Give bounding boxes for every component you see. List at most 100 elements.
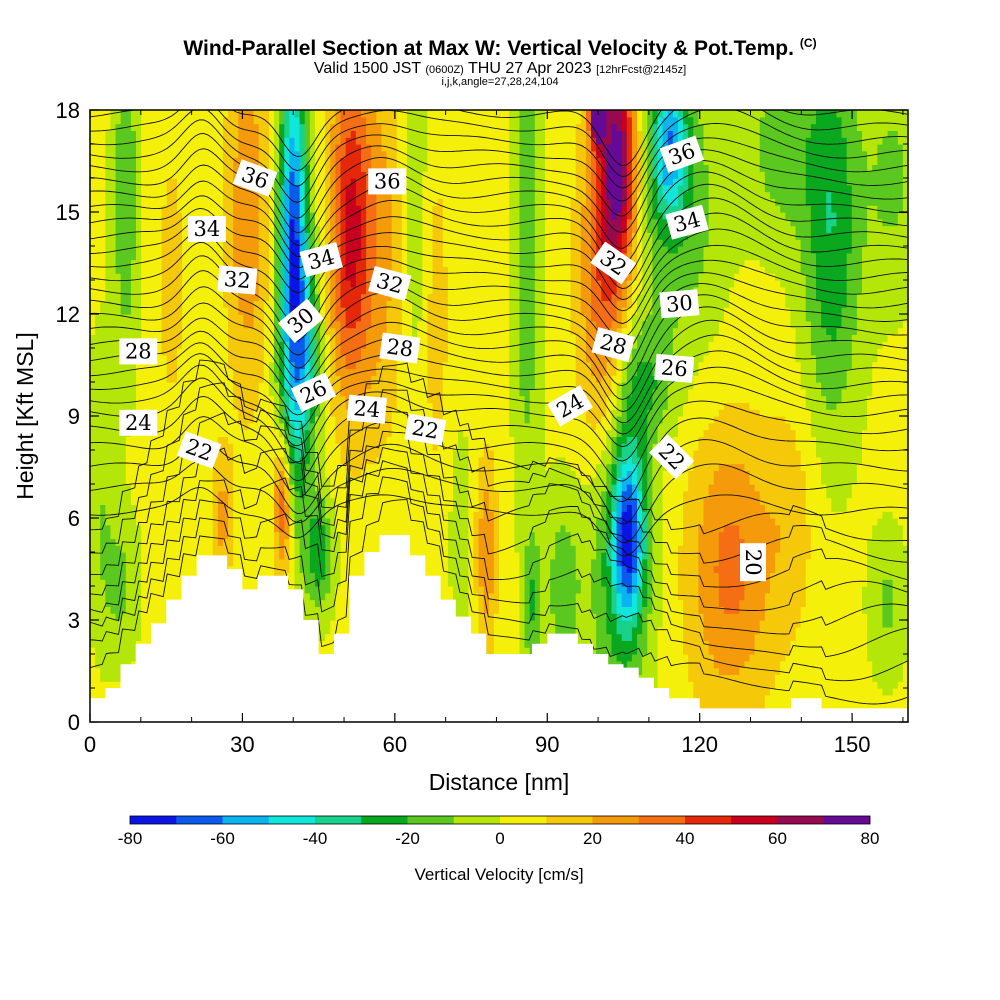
velocity-cell bbox=[136, 626, 142, 635]
velocity-cell bbox=[657, 626, 664, 635]
velocity-cell bbox=[539, 599, 546, 607]
velocity-cell bbox=[539, 545, 546, 553]
velocity-cell bbox=[647, 545, 653, 553]
velocity-cell bbox=[120, 524, 127, 533]
velocity-cell bbox=[780, 654, 786, 662]
velocity-cell bbox=[330, 599, 336, 607]
velocity-cell bbox=[560, 579, 567, 587]
velocity-cell bbox=[892, 633, 899, 641]
velocity-cell bbox=[509, 592, 515, 601]
velocity-cell bbox=[514, 518, 521, 526]
velocity-cell bbox=[626, 613, 633, 621]
velocity-cell bbox=[166, 504, 173, 512]
velocity-cell bbox=[810, 647, 817, 655]
velocity-cell bbox=[417, 545, 423, 553]
velocity-cell bbox=[631, 545, 638, 553]
velocity-cell bbox=[504, 558, 510, 567]
velocity-cell bbox=[616, 633, 623, 641]
velocity-cell bbox=[325, 620, 331, 628]
velocity-cell bbox=[703, 667, 710, 675]
velocity-cell bbox=[427, 545, 434, 553]
velocity-cell bbox=[897, 531, 904, 539]
velocity-cell bbox=[100, 688, 106, 696]
velocity-cell bbox=[897, 552, 904, 560]
velocity-cell bbox=[468, 579, 475, 587]
velocity-cell bbox=[524, 586, 531, 594]
velocity-cell bbox=[146, 545, 152, 553]
velocity-cell bbox=[499, 633, 505, 641]
velocity-cell bbox=[212, 518, 219, 526]
velocity-cell bbox=[340, 545, 347, 553]
velocity-cell bbox=[657, 681, 664, 689]
velocity-cell bbox=[304, 518, 311, 526]
velocity-cell bbox=[867, 626, 873, 635]
velocity-cell bbox=[176, 579, 183, 587]
velocity-cell bbox=[846, 667, 853, 675]
velocity-cell bbox=[693, 606, 699, 614]
velocity-cell bbox=[902, 620, 908, 628]
velocity-cell bbox=[284, 558, 290, 567]
velocity-cell bbox=[713, 694, 720, 703]
velocity-cell bbox=[268, 565, 275, 573]
velocity-cell bbox=[601, 647, 607, 655]
velocity-cell bbox=[856, 586, 863, 594]
velocity-cell bbox=[452, 579, 459, 587]
velocity-cell bbox=[274, 524, 280, 533]
velocity-cell bbox=[596, 647, 602, 655]
velocity-cell bbox=[769, 552, 776, 560]
velocity-cell bbox=[95, 545, 101, 553]
velocity-cell bbox=[555, 572, 561, 580]
velocity-cell bbox=[550, 592, 556, 601]
velocity-cell bbox=[887, 647, 894, 655]
velocity-cell bbox=[652, 572, 659, 580]
velocity-cell bbox=[463, 531, 469, 539]
velocity-cell bbox=[769, 620, 776, 628]
velocity-cell bbox=[125, 531, 132, 539]
velocity-cell bbox=[831, 647, 838, 655]
velocity-cell bbox=[693, 640, 699, 648]
velocity-cell bbox=[545, 531, 551, 539]
velocity-cell bbox=[253, 518, 260, 526]
velocity-cell bbox=[591, 633, 597, 641]
velocity-cell bbox=[294, 572, 301, 580]
velocity-cell bbox=[591, 647, 597, 655]
section-info: i,j,k,angle=27,28,24,104 bbox=[441, 76, 559, 88]
velocity-cell bbox=[723, 654, 730, 662]
velocity-cell bbox=[897, 524, 904, 533]
velocity-cell bbox=[166, 545, 173, 553]
velocity-cell bbox=[703, 647, 710, 655]
velocity-cell bbox=[667, 688, 674, 696]
velocity-cell bbox=[596, 518, 602, 526]
velocity-cell bbox=[846, 681, 853, 689]
velocity-cell bbox=[683, 518, 689, 526]
velocity-cell bbox=[667, 518, 674, 526]
velocity-cell bbox=[713, 681, 720, 689]
velocity-cell bbox=[713, 524, 720, 533]
velocity-cell bbox=[856, 647, 863, 655]
velocity-cell bbox=[550, 565, 556, 573]
velocity-cell bbox=[95, 654, 101, 662]
velocity-cell bbox=[672, 511, 679, 519]
velocity-cell bbox=[514, 613, 521, 621]
velocity-cell bbox=[335, 599, 342, 607]
velocity-cell bbox=[637, 518, 643, 526]
velocity-cell bbox=[560, 545, 567, 553]
velocity-cell bbox=[355, 565, 362, 573]
velocity-cell bbox=[739, 620, 745, 628]
velocity-cell bbox=[764, 674, 771, 682]
velocity-cell bbox=[360, 531, 367, 539]
velocity-cell bbox=[550, 545, 556, 553]
velocity-cell bbox=[555, 565, 561, 573]
velocity-cell bbox=[197, 511, 204, 519]
velocity-cell bbox=[698, 545, 705, 553]
velocity-cell bbox=[657, 592, 664, 601]
velocity-cell bbox=[780, 511, 786, 519]
velocity-cell bbox=[335, 565, 342, 573]
velocity-cell bbox=[790, 674, 797, 682]
velocity-cell bbox=[335, 511, 342, 519]
velocity-cell bbox=[882, 565, 889, 573]
velocity-cell bbox=[95, 667, 101, 675]
velocity-cell bbox=[545, 592, 551, 601]
velocity-cell bbox=[524, 606, 531, 614]
velocity-cell bbox=[294, 579, 301, 587]
